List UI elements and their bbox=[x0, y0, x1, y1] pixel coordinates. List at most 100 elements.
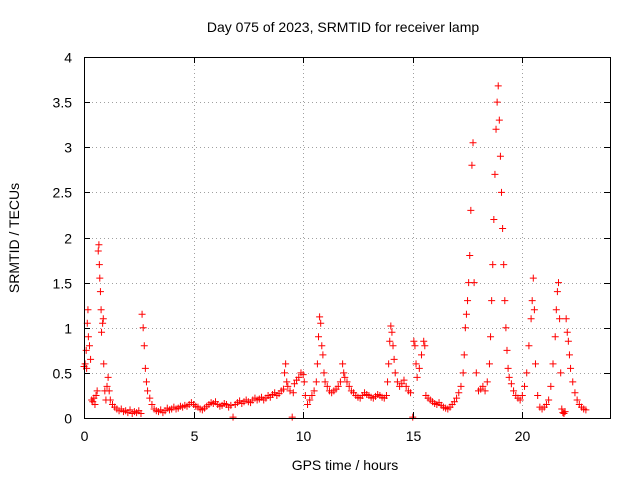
data-point bbox=[502, 324, 510, 332]
data-point bbox=[341, 373, 349, 381]
data-point bbox=[97, 306, 105, 314]
data-point bbox=[450, 398, 458, 406]
data-point bbox=[529, 274, 537, 282]
data-point bbox=[563, 328, 571, 336]
data-point bbox=[499, 224, 507, 232]
data-point bbox=[488, 297, 496, 305]
data-point bbox=[140, 342, 148, 350]
data-point bbox=[279, 385, 287, 393]
data-point bbox=[561, 408, 569, 416]
data-point bbox=[390, 355, 398, 363]
data-point bbox=[295, 373, 303, 381]
data-point bbox=[315, 333, 323, 341]
data-point bbox=[411, 342, 419, 350]
data-point bbox=[384, 378, 392, 386]
y-tick-label: 0 bbox=[64, 411, 72, 427]
data-point bbox=[505, 373, 513, 381]
x-tick-label: 20 bbox=[515, 428, 531, 444]
data-point bbox=[317, 319, 325, 327]
data-point bbox=[407, 389, 415, 397]
data-point bbox=[490, 215, 498, 223]
x-tick-label: 15 bbox=[406, 428, 422, 444]
data-point bbox=[552, 306, 560, 314]
data-point bbox=[398, 380, 406, 388]
data-point bbox=[481, 387, 489, 395]
data-point bbox=[409, 413, 417, 421]
data-point bbox=[98, 328, 106, 336]
data-point bbox=[527, 315, 535, 323]
data-point bbox=[521, 382, 529, 390]
data-point bbox=[139, 324, 147, 332]
axis-ticks bbox=[84, 57, 610, 419]
data-point bbox=[386, 337, 394, 345]
data-point bbox=[104, 373, 112, 381]
grid bbox=[84, 57, 610, 418]
data-point bbox=[138, 310, 146, 318]
plot-frame bbox=[84, 57, 611, 419]
data-point bbox=[491, 170, 499, 178]
data-point bbox=[310, 387, 318, 395]
data-point bbox=[144, 387, 152, 395]
data-point bbox=[95, 241, 103, 249]
data-point bbox=[461, 324, 469, 332]
data-point bbox=[308, 391, 316, 399]
data-point bbox=[96, 288, 104, 296]
data-point bbox=[400, 376, 408, 384]
data-point bbox=[560, 409, 568, 417]
data-point bbox=[316, 313, 324, 321]
data-point bbox=[485, 360, 493, 368]
data-point bbox=[323, 382, 331, 390]
data-point bbox=[501, 297, 509, 305]
data-point bbox=[457, 382, 465, 390]
data-point bbox=[516, 396, 524, 404]
data-point bbox=[466, 252, 474, 260]
data-point bbox=[286, 387, 294, 395]
data-point bbox=[470, 279, 478, 287]
data-point bbox=[504, 364, 512, 372]
data-point bbox=[84, 333, 92, 341]
x-tick-labels: 0 5 10 15 20 bbox=[81, 428, 531, 444]
data-point bbox=[148, 400, 156, 408]
data-point bbox=[567, 364, 575, 372]
data-point bbox=[472, 369, 480, 377]
x-tick-label: 5 bbox=[191, 428, 199, 444]
data-point bbox=[91, 400, 99, 408]
data-point bbox=[510, 387, 518, 395]
data-point bbox=[334, 382, 342, 390]
data-point bbox=[85, 342, 93, 350]
data-point bbox=[495, 116, 503, 124]
data-point bbox=[483, 378, 491, 386]
data-point bbox=[321, 378, 329, 386]
data-point bbox=[339, 360, 347, 368]
data-point bbox=[412, 360, 420, 368]
data-point bbox=[300, 378, 308, 386]
data-point bbox=[402, 382, 410, 390]
y-tick-label: 3 bbox=[64, 140, 72, 156]
data-point bbox=[530, 306, 538, 314]
data-point bbox=[87, 355, 95, 363]
y-tick-label: 3.5 bbox=[53, 95, 73, 111]
data-point bbox=[582, 406, 590, 414]
data-point bbox=[545, 396, 553, 404]
x-tick-label: 0 bbox=[81, 428, 89, 444]
data-point bbox=[464, 297, 472, 305]
data-point bbox=[391, 369, 399, 377]
data-point bbox=[459, 369, 467, 377]
data-point bbox=[556, 315, 564, 323]
data-point bbox=[288, 413, 296, 421]
data-point bbox=[562, 315, 570, 323]
data-point bbox=[105, 387, 113, 395]
data-point bbox=[571, 389, 579, 397]
data-point bbox=[503, 346, 511, 354]
data-point bbox=[487, 333, 495, 341]
y-tick-label: 2 bbox=[64, 231, 72, 247]
data-point bbox=[229, 413, 237, 421]
data-point bbox=[301, 391, 309, 399]
data-point bbox=[565, 351, 573, 359]
y-axis-label: SRMTID / TECUs bbox=[6, 183, 22, 293]
data-point bbox=[92, 391, 100, 399]
data-point bbox=[319, 351, 327, 359]
y-tick-label: 1.5 bbox=[53, 276, 73, 292]
data-point bbox=[81, 360, 89, 368]
